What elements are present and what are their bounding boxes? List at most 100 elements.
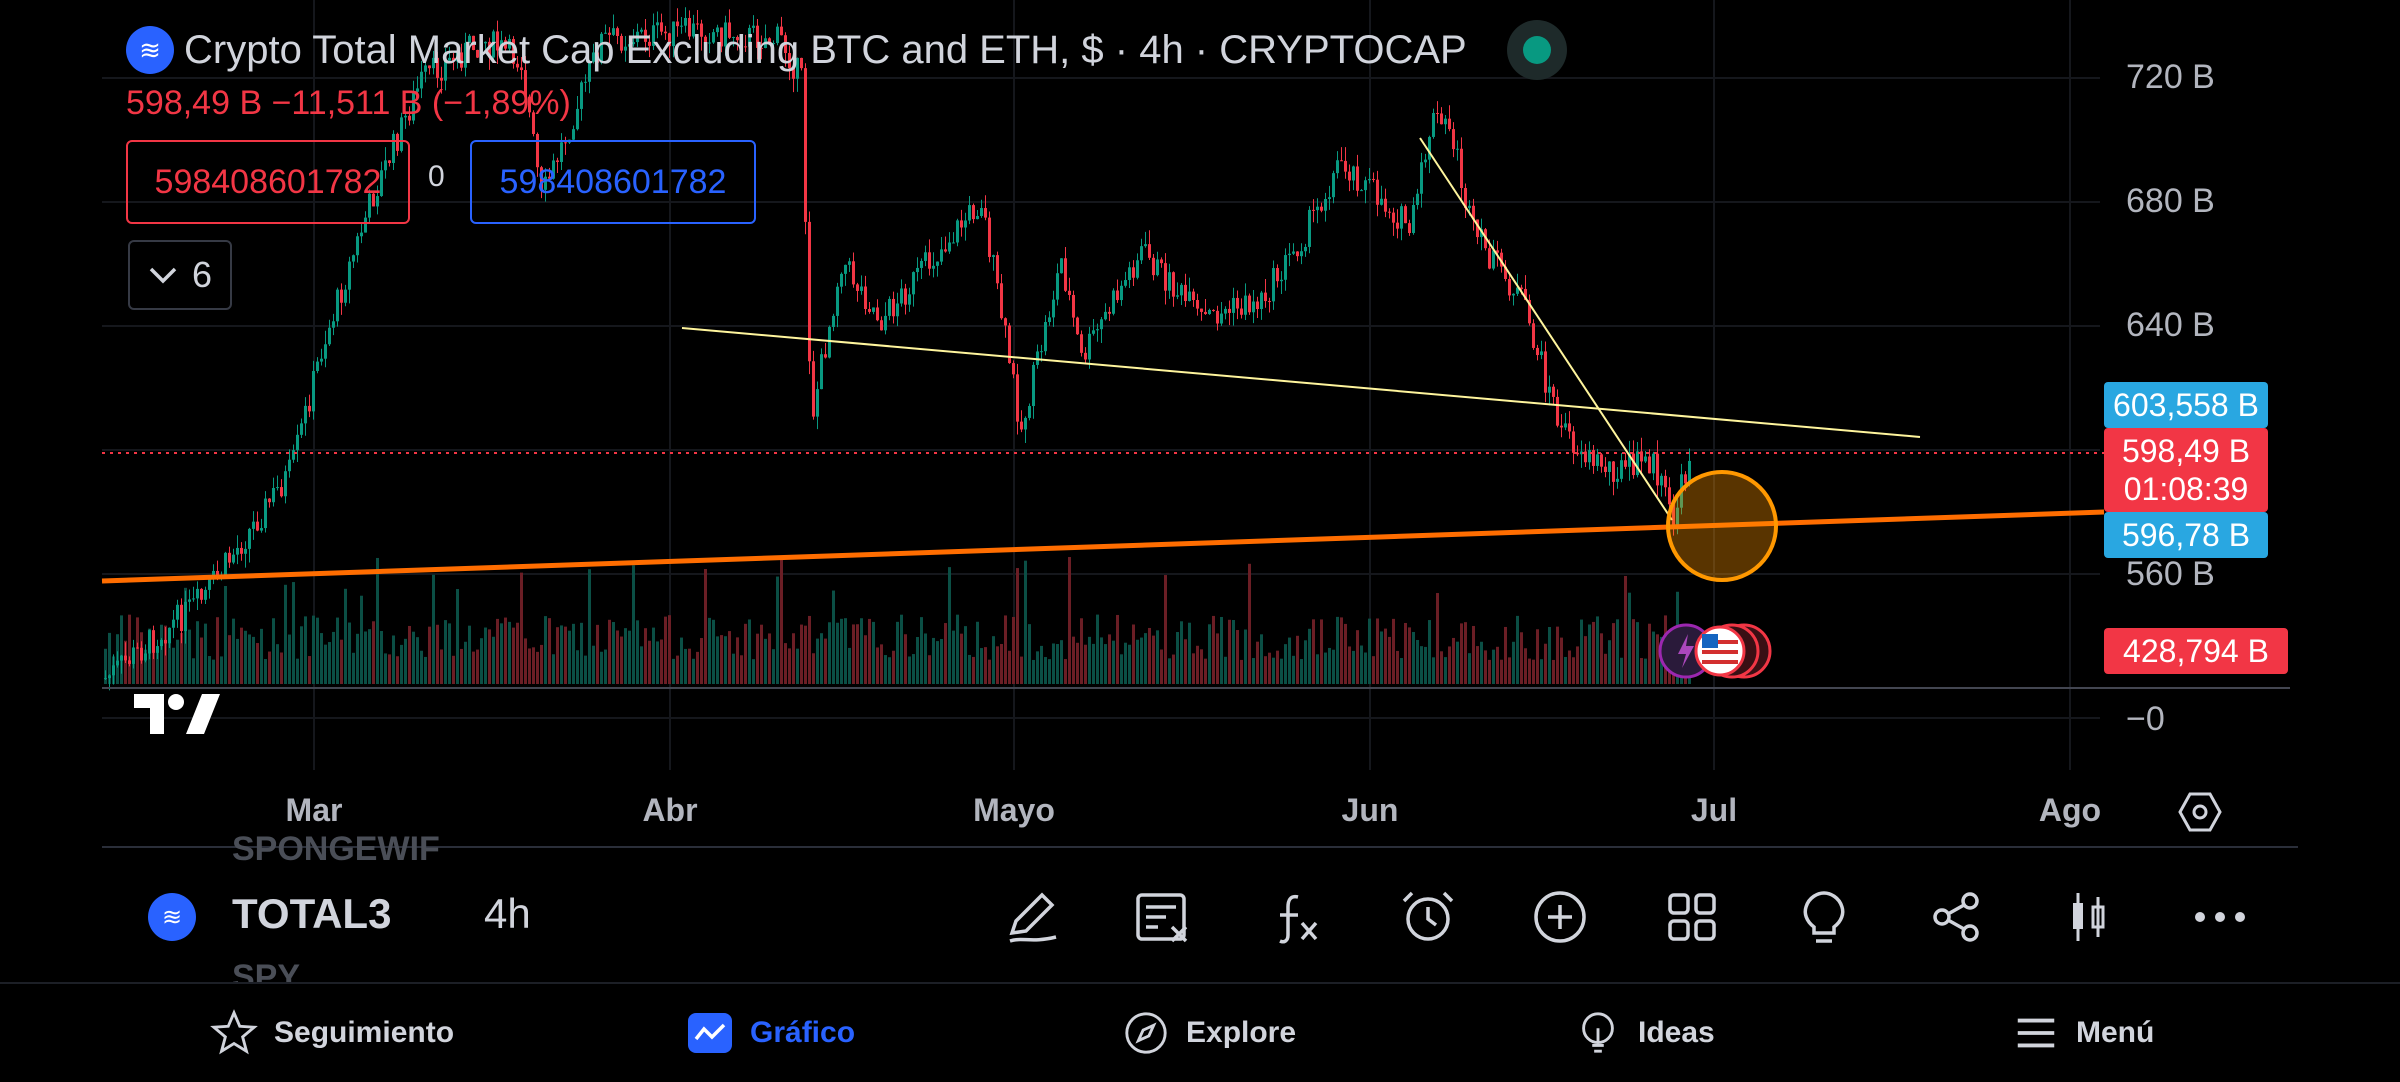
candle [660, 22, 663, 32]
indicators-icon[interactable] [1264, 885, 1328, 949]
candle [928, 252, 931, 269]
volume-bar [284, 584, 287, 684]
volume-bar [736, 637, 739, 684]
volume-bar [1296, 635, 1299, 684]
nav-item-explore[interactable]: Explore [1122, 984, 1296, 1082]
volume-bar [936, 641, 939, 684]
volume-bar [524, 638, 527, 684]
volume-bar [1320, 619, 1323, 684]
time-label-ago: Ago [2038, 792, 2102, 828]
candle [1372, 178, 1375, 180]
candle [420, 71, 423, 89]
candle [1640, 451, 1643, 462]
volume-bar [820, 633, 823, 684]
candle [808, 221, 811, 362]
trade-note-icon[interactable] [1130, 885, 1194, 949]
nav-item-grafico[interactable]: Gráfico [686, 984, 855, 1082]
volume-bar [1276, 650, 1279, 684]
volume-bar [436, 624, 439, 684]
indicators-toggle-button[interactable]: 6 [128, 240, 232, 310]
candle [532, 112, 535, 134]
candle [1556, 396, 1559, 426]
volume-bar [428, 626, 431, 684]
candle [600, 33, 603, 63]
volume-bar [868, 618, 871, 684]
event-badges[interactable] [1658, 620, 1778, 682]
volume-bar [1220, 616, 1223, 684]
volume-bar [1128, 644, 1131, 684]
volume-bar [556, 627, 559, 684]
sell-value-box[interactable]: 598408601782 [126, 140, 410, 224]
volume-bar [676, 655, 679, 684]
symbol-scroll-prev[interactable]: SPONGEWIF [232, 830, 440, 868]
candle [184, 601, 187, 632]
volume-bar [272, 618, 275, 684]
nav-label-menu: Menú [2076, 1016, 2155, 1049]
chart-area[interactable]: ≋ Crypto Total Market Cap Excluding BTC … [0, 0, 2400, 850]
volume-bar [416, 637, 419, 684]
candle [468, 35, 471, 43]
volume-bar [1232, 619, 1235, 684]
candle [1280, 279, 1283, 282]
volume-bar [1236, 630, 1239, 684]
alert-icon[interactable] [1396, 885, 1460, 949]
price-chart[interactable] [0, 0, 2400, 850]
chart-settings-icon[interactable] [2178, 790, 2222, 834]
candle [1476, 219, 1479, 238]
candle [992, 255, 995, 257]
candle [276, 487, 279, 489]
volume-bar [908, 656, 911, 684]
volume-bar [1644, 658, 1647, 684]
share-icon[interactable] [1924, 885, 1988, 949]
volume-bar [764, 638, 767, 684]
symbol-scroll-next[interactable]: SPY [232, 958, 301, 982]
volume-bar [592, 645, 595, 684]
more-icon[interactable] [2188, 885, 2252, 949]
toolbar-symbol[interactable]: TOTAL3 [232, 890, 392, 937]
candle [724, 22, 727, 47]
volume-bar [1356, 630, 1359, 684]
volume-bar [616, 630, 619, 684]
candle [372, 193, 375, 207]
candle [676, 21, 679, 27]
volume-bar [340, 639, 343, 684]
candle [368, 193, 371, 218]
volume-bar [1132, 624, 1135, 684]
volume-bar [1456, 641, 1459, 684]
volume-bar [1440, 651, 1443, 684]
volume-bar [1288, 637, 1291, 684]
ideas-bulb-icon[interactable] [1792, 885, 1856, 949]
volume-bar [1452, 637, 1455, 684]
nav-item-ideas[interactable]: Ideas [1574, 984, 1715, 1082]
candle [896, 303, 899, 317]
toolbar-interval[interactable]: 4h [484, 890, 531, 937]
nav-item-menu[interactable]: Menú [2012, 984, 2154, 1082]
volume-bar [1280, 658, 1283, 684]
layout-icon[interactable] [1660, 885, 1724, 949]
indicators-count: 6 [191, 254, 213, 295]
candle [240, 547, 243, 554]
volume-bar [520, 572, 523, 684]
candle [156, 646, 159, 653]
market-status-icon[interactable] [1506, 20, 1567, 80]
buy-value-box[interactable]: 598408601782 [470, 140, 756, 224]
nav-item-seguimiento[interactable]: Seguimiento [210, 984, 454, 1082]
volume-bar [216, 617, 219, 684]
candle [1052, 299, 1055, 318]
volume-bar [1596, 616, 1599, 684]
draw-icon[interactable] [1000, 885, 1064, 949]
add-icon[interactable] [1528, 885, 1592, 949]
volume-bar [1228, 619, 1231, 684]
candle [180, 604, 183, 632]
candle [1248, 295, 1251, 313]
toolbar-divider [102, 846, 2298, 848]
volume-bar [1624, 575, 1627, 684]
candle [540, 167, 543, 190]
candle-type-icon[interactable] [2056, 885, 2120, 949]
candle [1632, 453, 1635, 476]
volume-bar [344, 588, 347, 684]
volume-bars [104, 557, 1691, 684]
chart-title[interactable]: Crypto Total Market Cap Excluding BTC an… [184, 27, 1467, 72]
volume-bar [1304, 640, 1307, 684]
candle [452, 57, 455, 62]
